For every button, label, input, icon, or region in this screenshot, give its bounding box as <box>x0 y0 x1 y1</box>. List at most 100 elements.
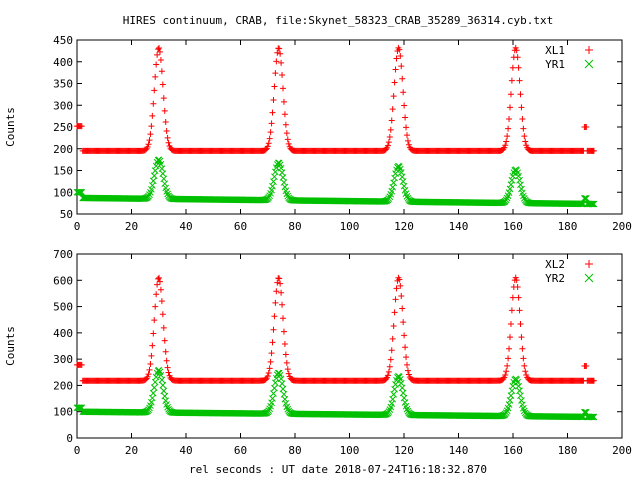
x-tick-label: 0 <box>74 444 81 457</box>
data-point <box>163 357 170 364</box>
y-tick-label: 300 <box>53 99 73 112</box>
data-point <box>403 354 410 361</box>
data-point <box>272 70 279 77</box>
data-point <box>283 130 290 137</box>
data-point <box>78 361 85 368</box>
data-point <box>385 139 392 146</box>
data-point <box>278 380 286 387</box>
data-point <box>147 131 154 138</box>
data-point <box>403 405 411 413</box>
data-point <box>268 350 275 357</box>
y-axis-label: Counts <box>4 107 17 147</box>
x-tick-label: 80 <box>288 220 301 233</box>
data-point <box>145 406 152 414</box>
data-point <box>579 200 586 208</box>
data-point <box>507 321 514 328</box>
x-tick-label: 160 <box>503 444 523 457</box>
data-point <box>386 363 393 370</box>
data-point <box>156 48 163 55</box>
data-point <box>388 187 396 195</box>
data-point <box>402 344 409 351</box>
data-point <box>165 139 172 146</box>
x-tick-label: 140 <box>449 444 469 457</box>
y-tick-label: 600 <box>53 274 73 287</box>
data-point <box>159 381 167 389</box>
data-point <box>281 183 289 191</box>
data-point <box>588 200 596 208</box>
data-point <box>589 200 597 208</box>
data-point <box>518 185 525 193</box>
legend-label: YR2 <box>545 272 565 285</box>
data-point <box>151 317 158 324</box>
data-point <box>522 368 529 375</box>
x-tick-label: 200 <box>612 444 632 457</box>
x-tick-label: 60 <box>234 220 247 233</box>
data-point <box>505 125 512 132</box>
data-point <box>149 177 157 185</box>
data-point <box>266 365 273 372</box>
data-point <box>396 276 403 283</box>
data-point <box>152 73 159 80</box>
data-point <box>517 321 524 328</box>
data-point <box>398 384 406 392</box>
data-point <box>276 45 283 52</box>
data-point <box>500 146 507 153</box>
data-point <box>282 121 289 128</box>
data-point <box>505 355 512 362</box>
data-point <box>502 371 509 378</box>
data-point <box>393 285 400 292</box>
data-point <box>588 413 596 421</box>
data-point <box>153 291 160 298</box>
data-point <box>519 345 526 352</box>
y-tick-label: 0 <box>66 432 73 445</box>
data-point <box>150 100 157 107</box>
series-YR1 <box>73 156 598 208</box>
data-point <box>583 124 590 130</box>
data-point <box>506 116 513 123</box>
data-point <box>392 66 399 73</box>
data-point <box>590 413 598 421</box>
data-point <box>521 133 528 140</box>
y-tick-label: 400 <box>53 56 73 69</box>
series-XL1 <box>74 44 597 154</box>
data-point <box>156 278 163 285</box>
data-point <box>506 345 513 352</box>
data-point <box>581 194 589 202</box>
data-point <box>152 303 159 310</box>
data-point <box>151 87 158 94</box>
data-point <box>405 141 412 148</box>
data-point <box>513 47 520 54</box>
data-point <box>503 138 510 145</box>
data-point <box>518 397 525 404</box>
chart-panel-1: 0 20 40 60 80 100 120 140 160 180 200 50 100 150 200 25… <box>4 34 632 233</box>
data-point <box>402 114 409 121</box>
x-tick-label: 40 <box>179 444 192 457</box>
data-point <box>507 181 515 188</box>
data-point <box>385 408 393 415</box>
data-point <box>399 75 406 82</box>
data-point <box>283 190 291 198</box>
data-point <box>396 375 404 383</box>
data-point <box>158 68 165 75</box>
data-point <box>148 398 155 406</box>
series-YR2 <box>73 366 598 421</box>
data-point <box>144 144 151 151</box>
data-point <box>590 200 598 208</box>
data-point <box>507 334 514 341</box>
data-point <box>149 112 156 119</box>
data-point <box>590 377 597 384</box>
data-point <box>383 146 390 153</box>
data-point <box>400 319 407 326</box>
data-point <box>387 356 394 363</box>
data-point <box>514 378 521 386</box>
data-point <box>389 335 396 342</box>
y-axis-label: Counts <box>4 326 17 366</box>
data-point <box>578 200 585 208</box>
data-point <box>274 49 281 56</box>
x-tick-label: 20 <box>125 444 138 457</box>
y-tick-label: 350 <box>53 78 73 91</box>
legend-marker <box>584 273 594 283</box>
data-point <box>163 127 170 134</box>
data-point <box>150 384 158 391</box>
data-point <box>515 294 522 301</box>
